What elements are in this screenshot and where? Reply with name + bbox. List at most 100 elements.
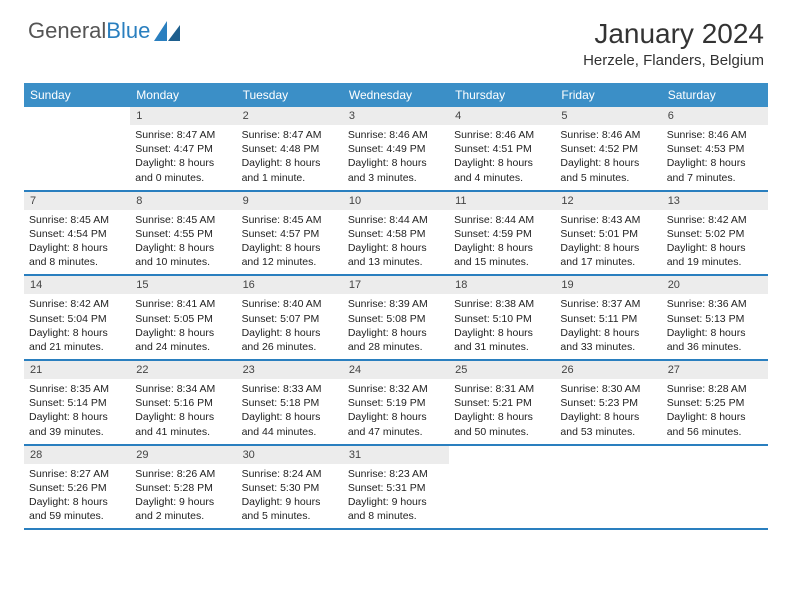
day-header: Thursday: [449, 83, 555, 107]
day-number: 1: [130, 107, 236, 125]
day-cell: 17Sunrise: 8:39 AMSunset: 5:08 PMDayligh…: [343, 276, 449, 359]
day-content: Sunrise: 8:28 AMSunset: 5:25 PMDaylight:…: [662, 379, 768, 444]
day-cell: 26Sunrise: 8:30 AMSunset: 5:23 PMDayligh…: [555, 361, 661, 444]
day-cell: 19Sunrise: 8:37 AMSunset: 5:11 PMDayligh…: [555, 276, 661, 359]
day-number: 9: [237, 192, 343, 210]
day-number: 13: [662, 192, 768, 210]
day-content: Sunrise: 8:42 AMSunset: 5:02 PMDaylight:…: [662, 210, 768, 275]
week-row: 28Sunrise: 8:27 AMSunset: 5:26 PMDayligh…: [24, 446, 768, 531]
day-number: 19: [555, 276, 661, 294]
title-block: January 2024 Herzele, Flanders, Belgium: [583, 18, 764, 69]
week-row: 21Sunrise: 8:35 AMSunset: 5:14 PMDayligh…: [24, 361, 768, 446]
day-cell: 4Sunrise: 8:46 AMSunset: 4:51 PMDaylight…: [449, 107, 555, 190]
day-content: Sunrise: 8:42 AMSunset: 5:04 PMDaylight:…: [24, 294, 130, 359]
day-number: 20: [662, 276, 768, 294]
day-number: 2: [237, 107, 343, 125]
day-content: Sunrise: 8:46 AMSunset: 4:49 PMDaylight:…: [343, 125, 449, 190]
day-content: Sunrise: 8:26 AMSunset: 5:28 PMDaylight:…: [130, 464, 236, 529]
day-cell: 15Sunrise: 8:41 AMSunset: 5:05 PMDayligh…: [130, 276, 236, 359]
day-cell: 10Sunrise: 8:44 AMSunset: 4:58 PMDayligh…: [343, 192, 449, 275]
header: GeneralBlue January 2024 Herzele, Flande…: [0, 0, 792, 75]
day-content: Sunrise: 8:36 AMSunset: 5:13 PMDaylight:…: [662, 294, 768, 359]
day-content: Sunrise: 8:40 AMSunset: 5:07 PMDaylight:…: [237, 294, 343, 359]
day-number: 11: [449, 192, 555, 210]
day-header: Tuesday: [237, 83, 343, 107]
day-cell: 27Sunrise: 8:28 AMSunset: 5:25 PMDayligh…: [662, 361, 768, 444]
day-number: 8: [130, 192, 236, 210]
day-number: 3: [343, 107, 449, 125]
day-number: 17: [343, 276, 449, 294]
day-content: Sunrise: 8:35 AMSunset: 5:14 PMDaylight:…: [24, 379, 130, 444]
day-cell: 5Sunrise: 8:46 AMSunset: 4:52 PMDaylight…: [555, 107, 661, 190]
day-number: 26: [555, 361, 661, 379]
calendar: SundayMondayTuesdayWednesdayThursdayFrid…: [24, 83, 768, 530]
day-cell: 23Sunrise: 8:33 AMSunset: 5:18 PMDayligh…: [237, 361, 343, 444]
day-cell: 31Sunrise: 8:23 AMSunset: 5:31 PMDayligh…: [343, 446, 449, 529]
day-number: 25: [449, 361, 555, 379]
day-content: Sunrise: 8:27 AMSunset: 5:26 PMDaylight:…: [24, 464, 130, 529]
day-number: 18: [449, 276, 555, 294]
day-content: Sunrise: 8:32 AMSunset: 5:19 PMDaylight:…: [343, 379, 449, 444]
day-number: 6: [662, 107, 768, 125]
day-cell: 7Sunrise: 8:45 AMSunset: 4:54 PMDaylight…: [24, 192, 130, 275]
week-row: 1Sunrise: 8:47 AMSunset: 4:47 PMDaylight…: [24, 107, 768, 192]
day-content: Sunrise: 8:45 AMSunset: 4:57 PMDaylight:…: [237, 210, 343, 275]
day-content: Sunrise: 8:46 AMSunset: 4:51 PMDaylight:…: [449, 125, 555, 190]
logo-text-general: General: [28, 18, 106, 44]
day-cell: [555, 446, 661, 529]
day-content: Sunrise: 8:47 AMSunset: 4:47 PMDaylight:…: [130, 125, 236, 190]
day-content: Sunrise: 8:34 AMSunset: 5:16 PMDaylight:…: [130, 379, 236, 444]
day-number: 31: [343, 446, 449, 464]
day-header-row: SundayMondayTuesdayWednesdayThursdayFrid…: [24, 83, 768, 107]
day-cell: 14Sunrise: 8:42 AMSunset: 5:04 PMDayligh…: [24, 276, 130, 359]
day-number: 16: [237, 276, 343, 294]
day-content: Sunrise: 8:46 AMSunset: 4:53 PMDaylight:…: [662, 125, 768, 190]
day-header: Saturday: [662, 83, 768, 107]
day-content: Sunrise: 8:44 AMSunset: 4:59 PMDaylight:…: [449, 210, 555, 275]
day-cell: 13Sunrise: 8:42 AMSunset: 5:02 PMDayligh…: [662, 192, 768, 275]
day-content: Sunrise: 8:31 AMSunset: 5:21 PMDaylight:…: [449, 379, 555, 444]
day-cell: 16Sunrise: 8:40 AMSunset: 5:07 PMDayligh…: [237, 276, 343, 359]
day-cell: 22Sunrise: 8:34 AMSunset: 5:16 PMDayligh…: [130, 361, 236, 444]
day-cell: 9Sunrise: 8:45 AMSunset: 4:57 PMDaylight…: [237, 192, 343, 275]
day-cell: 20Sunrise: 8:36 AMSunset: 5:13 PMDayligh…: [662, 276, 768, 359]
day-cell: 11Sunrise: 8:44 AMSunset: 4:59 PMDayligh…: [449, 192, 555, 275]
day-cell: [24, 107, 130, 190]
day-content: Sunrise: 8:24 AMSunset: 5:30 PMDaylight:…: [237, 464, 343, 529]
day-header: Friday: [555, 83, 661, 107]
day-number: 30: [237, 446, 343, 464]
day-content: Sunrise: 8:23 AMSunset: 5:31 PMDaylight:…: [343, 464, 449, 529]
day-content: Sunrise: 8:37 AMSunset: 5:11 PMDaylight:…: [555, 294, 661, 359]
day-content: Sunrise: 8:44 AMSunset: 4:58 PMDaylight:…: [343, 210, 449, 275]
day-number: 10: [343, 192, 449, 210]
day-cell: 30Sunrise: 8:24 AMSunset: 5:30 PMDayligh…: [237, 446, 343, 529]
week-row: 14Sunrise: 8:42 AMSunset: 5:04 PMDayligh…: [24, 276, 768, 361]
day-content: Sunrise: 8:41 AMSunset: 5:05 PMDaylight:…: [130, 294, 236, 359]
day-content: Sunrise: 8:46 AMSunset: 4:52 PMDaylight:…: [555, 125, 661, 190]
day-cell: 3Sunrise: 8:46 AMSunset: 4:49 PMDaylight…: [343, 107, 449, 190]
day-cell: 8Sunrise: 8:45 AMSunset: 4:55 PMDaylight…: [130, 192, 236, 275]
day-content: Sunrise: 8:38 AMSunset: 5:10 PMDaylight:…: [449, 294, 555, 359]
week-row: 7Sunrise: 8:45 AMSunset: 4:54 PMDaylight…: [24, 192, 768, 277]
day-cell: 12Sunrise: 8:43 AMSunset: 5:01 PMDayligh…: [555, 192, 661, 275]
day-cell: 6Sunrise: 8:46 AMSunset: 4:53 PMDaylight…: [662, 107, 768, 190]
day-number: 22: [130, 361, 236, 379]
day-number: 23: [237, 361, 343, 379]
day-cell: 21Sunrise: 8:35 AMSunset: 5:14 PMDayligh…: [24, 361, 130, 444]
day-content: Sunrise: 8:45 AMSunset: 4:55 PMDaylight:…: [130, 210, 236, 275]
day-content: Sunrise: 8:45 AMSunset: 4:54 PMDaylight:…: [24, 210, 130, 275]
day-cell: [449, 446, 555, 529]
day-cell: 18Sunrise: 8:38 AMSunset: 5:10 PMDayligh…: [449, 276, 555, 359]
day-cell: 1Sunrise: 8:47 AMSunset: 4:47 PMDaylight…: [130, 107, 236, 190]
month-title: January 2024: [583, 18, 764, 50]
logo-text-blue: Blue: [106, 18, 150, 44]
day-number: 15: [130, 276, 236, 294]
day-content: Sunrise: 8:30 AMSunset: 5:23 PMDaylight:…: [555, 379, 661, 444]
day-number: 5: [555, 107, 661, 125]
day-content: Sunrise: 8:39 AMSunset: 5:08 PMDaylight:…: [343, 294, 449, 359]
day-cell: [662, 446, 768, 529]
day-number: 7: [24, 192, 130, 210]
day-number: 27: [662, 361, 768, 379]
day-cell: 28Sunrise: 8:27 AMSunset: 5:26 PMDayligh…: [24, 446, 130, 529]
day-content: Sunrise: 8:33 AMSunset: 5:18 PMDaylight:…: [237, 379, 343, 444]
